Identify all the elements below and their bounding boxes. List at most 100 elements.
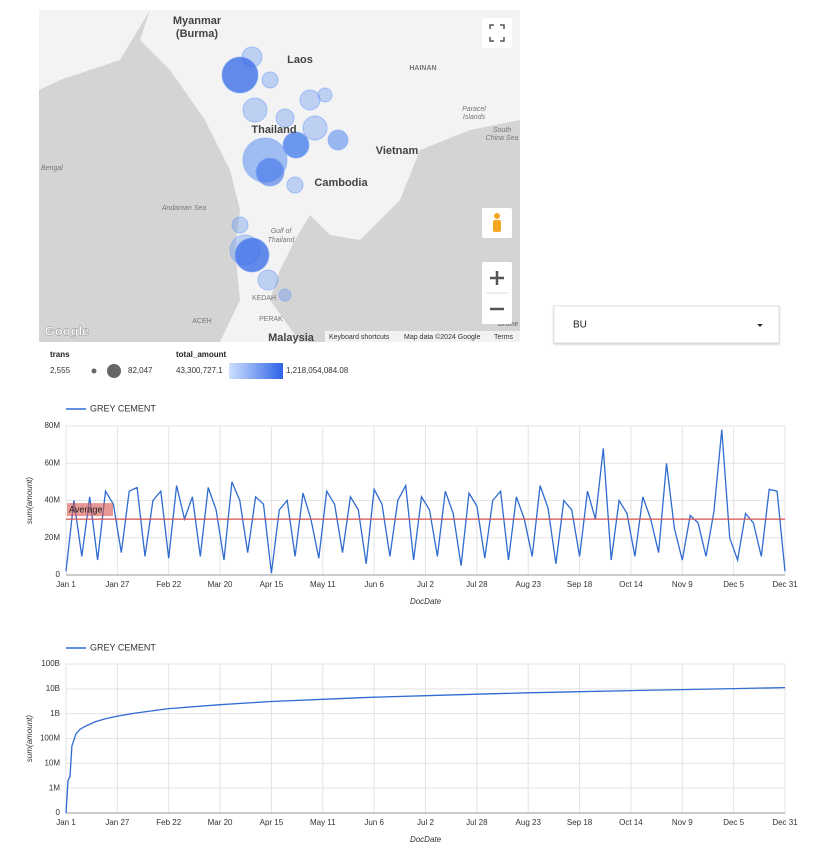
map-label: Andaman Sea — [161, 205, 206, 212]
x-tick-label: Feb 22 — [156, 818, 181, 827]
bubble — [275, 108, 295, 128]
map-land — [140, 10, 520, 342]
map-island — [430, 65, 475, 90]
y-tick-label: 100B — [41, 659, 60, 668]
x-tick-label: Dec 5 — [723, 580, 744, 589]
pegman-icon — [494, 213, 500, 219]
bubble — [221, 56, 259, 94]
bubble — [278, 288, 292, 302]
x-tick-label: Jul 2 — [417, 818, 434, 827]
map-label: Myanmar — [173, 15, 222, 27]
pegman-icon — [493, 220, 501, 232]
map: Myanmar (Burma) Laos HAINAN Thailand Vie… — [39, 10, 520, 344]
legend-gradient — [229, 363, 283, 379]
y-tick-label: 1B — [50, 709, 60, 718]
legend-size-small — [91, 368, 97, 374]
fullscreen-icon — [489, 24, 505, 42]
map-label: Gulf of — [271, 228, 293, 235]
bubble — [317, 87, 333, 103]
y-axis-label: sum(amount) — [25, 715, 34, 762]
bubble — [286, 176, 304, 194]
y-axis-label: sum(amount) — [25, 477, 34, 524]
map-label: Malaysia — [268, 332, 315, 344]
legend-min: 43,300,727.1 — [176, 366, 223, 375]
y-tick-label: 80M — [44, 421, 60, 430]
x-tick-label: Aug 23 — [516, 818, 542, 827]
x-tick-label: Jan 1 — [56, 818, 76, 827]
map-label: Brune — [498, 321, 518, 328]
attribution-link[interactable]: Terms — [494, 334, 514, 341]
map-label: Vietnam — [376, 145, 419, 157]
x-tick-label: Apr 15 — [260, 818, 284, 827]
legend-min: 2,555 — [50, 366, 71, 375]
bubble — [299, 89, 321, 111]
map-label: China Sea — [486, 135, 519, 142]
y-tick-label: 60M — [44, 458, 60, 467]
dropdown-arrow — [757, 324, 763, 327]
map-land — [39, 10, 150, 90]
attribution-link[interactable]: Keyboard shortcuts — [329, 334, 390, 341]
map-label: HAINAN — [409, 65, 436, 72]
map-label: ACEH — [192, 318, 211, 325]
map-label: Paracel — [462, 106, 486, 113]
bubble — [257, 269, 279, 291]
bubble — [255, 157, 285, 187]
y-tick-label: 0 — [56, 808, 61, 817]
x-tick-label: Nov 9 — [672, 580, 693, 589]
dropdown-label: BU — [573, 320, 587, 331]
x-tick-label: Dec 31 — [772, 818, 798, 827]
y-tick-label: 20M — [44, 533, 60, 542]
bubble — [231, 216, 249, 234]
fullscreen-button[interactable] — [482, 18, 512, 48]
x-tick-label: May 11 — [310, 818, 336, 827]
x-axis-label: DocDate — [410, 597, 442, 606]
y-tick-label: 100M — [40, 734, 60, 743]
x-tick-label: Jul 28 — [466, 818, 488, 827]
bubble — [242, 97, 268, 123]
legend-max: 82,047 — [128, 366, 153, 375]
legend-size-large — [107, 364, 121, 378]
bubble — [327, 129, 349, 151]
bubble — [282, 131, 310, 159]
dropdown[interactable] — [553, 305, 780, 344]
x-tick-label: Sep 18 — [567, 818, 593, 827]
map-label: Islands — [463, 114, 486, 121]
x-tick-label: Jun 6 — [364, 818, 384, 827]
map-label: PERAK — [259, 316, 283, 323]
x-tick-label: Sep 18 — [567, 580, 593, 589]
google-logo: Google — [45, 323, 90, 338]
legend-max: 1,218,054,084.08 — [286, 366, 349, 375]
map-bubbles — [221, 46, 349, 302]
map-label: Laos — [287, 54, 313, 66]
legend-label: GREY CEMENT — [90, 403, 156, 413]
x-tick-label: Aug 23 — [516, 580, 542, 589]
zoom-in[interactable] — [490, 271, 504, 285]
x-tick-label: Nov 9 — [672, 818, 693, 827]
y-tick-label: 40M — [44, 496, 60, 505]
map-label: Cambodia — [314, 177, 368, 189]
map-label: Bengal — [41, 165, 63, 172]
x-tick-label: May 11 — [310, 580, 336, 589]
average-label-bg — [67, 503, 113, 517]
y-tick-label: 0 — [56, 570, 61, 579]
x-tick-label: Dec 5 — [723, 818, 744, 827]
bubble — [261, 71, 279, 89]
x-tick-label: Feb 22 — [156, 580, 181, 589]
x-tick-label: Jun 6 — [364, 580, 384, 589]
x-tick-label: Oct 14 — [619, 818, 643, 827]
x-tick-label: Jan 1 — [56, 580, 76, 589]
legend-title: total_amount — [176, 350, 227, 359]
x-tick-label: Dec 31 — [772, 580, 798, 589]
y-tick-label: 10B — [46, 684, 60, 693]
y-tick-label: 10M — [44, 758, 60, 767]
x-tick-label: Apr 15 — [260, 580, 284, 589]
map-label: South — [493, 127, 511, 134]
x-tick-label: Mar 20 — [208, 818, 233, 827]
x-tick-label: Oct 14 — [619, 580, 643, 589]
map-label: Thailand — [251, 124, 296, 136]
x-tick-label: Jul 2 — [417, 580, 434, 589]
map-label: (Burma) — [176, 28, 219, 40]
x-axis-label: DocDate — [410, 835, 442, 844]
legend-label: GREY CEMENT — [90, 642, 156, 652]
